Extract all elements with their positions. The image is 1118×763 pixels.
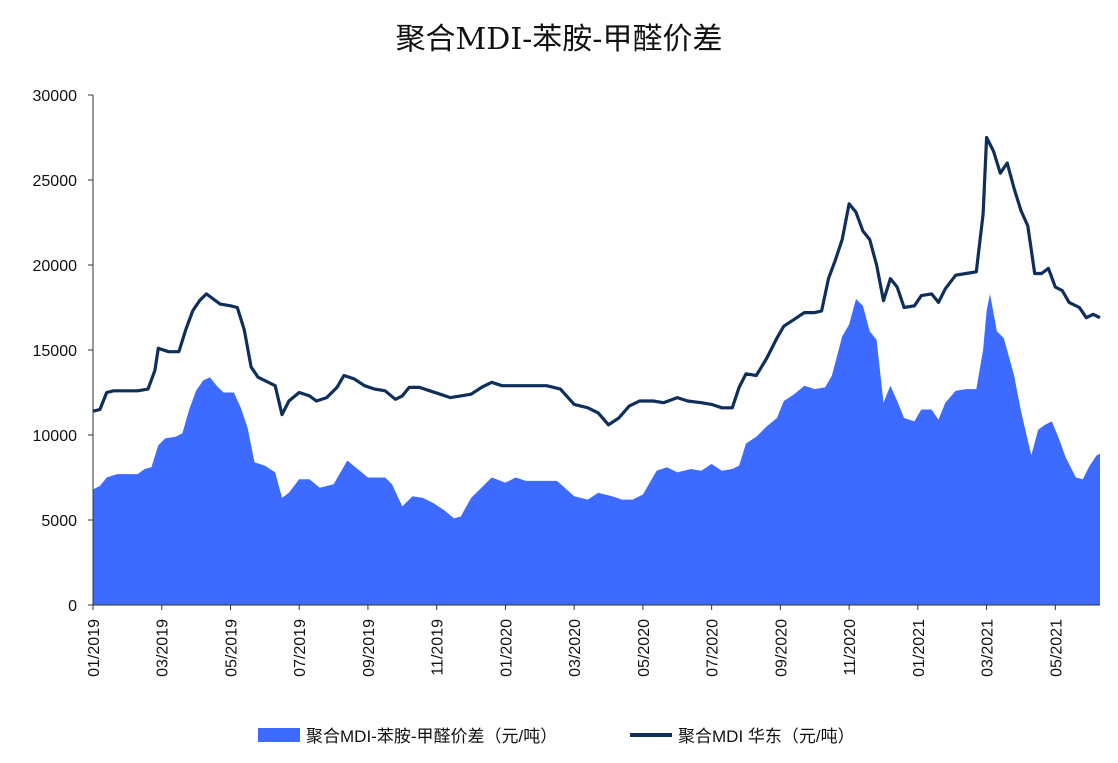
series-area-spread [93,293,1100,605]
legend-swatch-line [630,732,672,737]
y-tick-label: 0 [68,598,77,615]
legend: 聚合MDI-苯胺-甲醛价差（元/吨） 聚合MDI 华东（元/吨） [0,722,1118,746]
x-tick-label: 05/2019 [223,619,240,677]
y-tick-label: 15000 [33,343,78,360]
x-tick-label: 01/2021 [911,619,928,677]
x-tick-label: 07/2020 [705,619,722,677]
y-tick-label: 30000 [33,88,78,105]
legend-label-spread: 聚合MDI-苯胺-甲醛价差（元/吨） [306,727,558,746]
legend-label-price: 聚合MDI 华东（元/吨） [678,727,855,746]
y-tick-label: 10000 [33,428,78,445]
legend-item-price: 聚合MDI 华东（元/吨） [630,722,855,747]
x-tick-label: 09/2020 [773,619,790,677]
x-tick-label: 03/2020 [567,619,584,677]
x-tick-label: 07/2019 [292,619,309,677]
chart-title: 聚合MDI-苯胺-甲醛价差 [395,22,723,57]
y-tick-label: 20000 [33,258,78,275]
y-tick-label: 25000 [33,173,78,190]
x-tick-label: 03/2019 [155,619,172,677]
x-tick-label: 01/2019 [86,619,103,677]
x-tick-label: 03/2021 [980,619,997,677]
series-line-price [92,135,1101,427]
x-tick-label: 01/2020 [498,619,515,677]
x-tick-label: 05/2020 [636,619,653,677]
x-tick-label: 11/2020 [842,619,859,676]
legend-item-spread: 聚合MDI-苯胺-甲醛价差（元/吨） [258,722,557,747]
x-tick-label: 05/2021 [1048,619,1065,677]
y-tick-label: 5000 [41,513,77,530]
x-tick-label: 09/2019 [361,619,378,677]
legend-swatch-area [258,727,300,742]
x-tick-label: 11/2019 [430,619,447,676]
